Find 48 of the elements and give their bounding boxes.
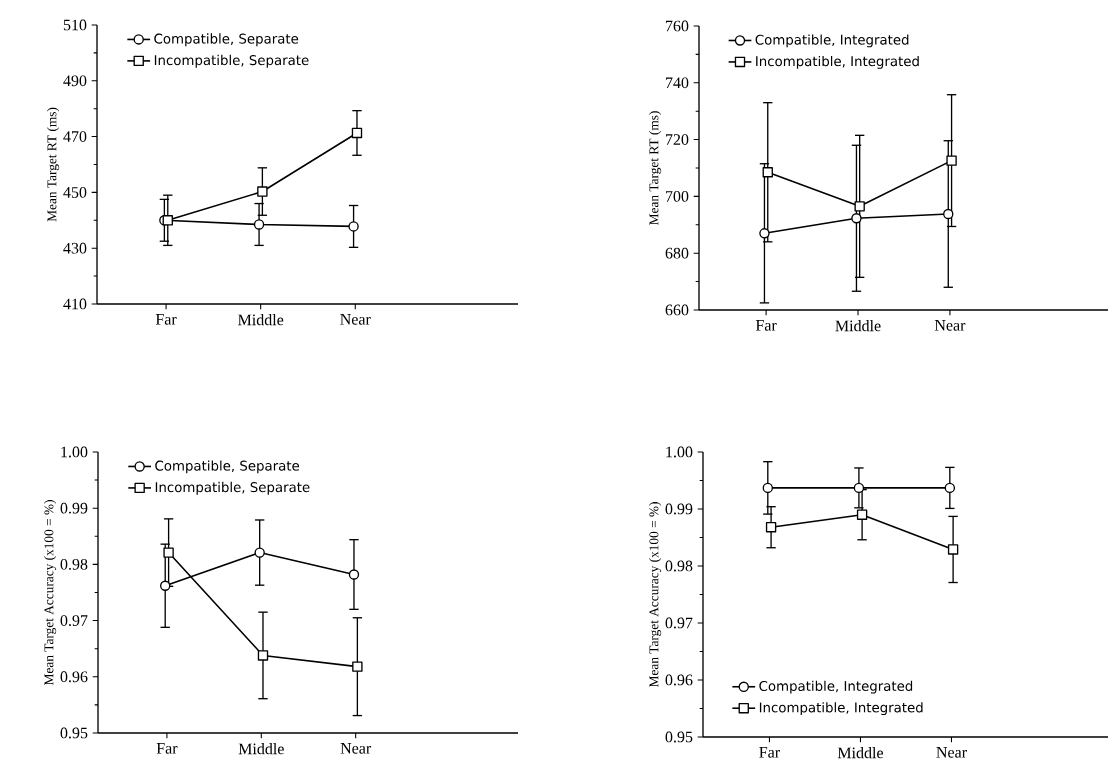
y-tick-label: 1.00 xyxy=(61,446,88,458)
x-tick-label: Middle xyxy=(835,320,881,332)
y-tick-label: 0.99 xyxy=(665,503,693,515)
y-tick-label: 430 xyxy=(63,242,87,254)
x-tick-label: Far xyxy=(759,747,780,758)
x-tick-label: Near xyxy=(340,743,372,754)
y-tick-label: 0.98 xyxy=(665,560,693,572)
y-tick-label: 450 xyxy=(63,186,87,198)
y-tick-label: 0.95 xyxy=(665,731,693,743)
y-tick-label: 410 xyxy=(63,298,87,310)
x-tick-label: Far xyxy=(755,320,777,331)
x-tick-label: Middle xyxy=(837,747,884,759)
y-tick-label: 0.96 xyxy=(665,674,693,686)
legend-label: Compatible, Separate xyxy=(155,460,300,474)
y-tick-label: 0.98 xyxy=(60,558,88,570)
legend-label: Incompatible, Separate xyxy=(155,481,310,495)
x-tick-label: Far xyxy=(155,314,177,325)
y-tick-label: 490 xyxy=(63,75,87,87)
y-tick-label: 0.97 xyxy=(60,615,88,627)
y-axis-title: Mean Target RT (ms) xyxy=(47,107,60,222)
y-tick-label: 0.99 xyxy=(60,502,88,514)
y-tick-label: 760 xyxy=(666,20,689,32)
y-tick-label: 470 xyxy=(63,131,87,142)
legend-label: Compatible, Integrated xyxy=(759,680,913,694)
legend-label: Incompatible, Separate xyxy=(154,54,309,68)
y-tick-label: 660 xyxy=(665,304,689,316)
y-tick-label: 510 xyxy=(63,19,87,31)
x-tick-label: Near xyxy=(340,314,371,325)
y-tick-label: 740 xyxy=(666,77,689,89)
x-tick-label: Near xyxy=(934,320,966,331)
y-axis-title: Mean Target Accuracy (x100 = %) xyxy=(44,500,57,686)
legend-label: Compatible, Separate xyxy=(154,33,299,47)
y-tick-label: 720 xyxy=(666,134,689,145)
y-axis-title: Mean Target RT (ms) xyxy=(649,111,662,225)
legend-label: Incompatible, Integrated xyxy=(759,702,923,716)
x-tick-label: Near xyxy=(936,747,967,758)
y-tick-label: 1.00 xyxy=(666,446,693,458)
y-tick-label: 680 xyxy=(665,247,689,259)
x-tick-label: Middle xyxy=(238,743,284,755)
y-tick-label: 700 xyxy=(666,190,689,202)
y-tick-label: 0.96 xyxy=(60,671,88,683)
legend-label: Compatible, Integrated xyxy=(755,34,909,48)
x-tick-label: Far xyxy=(156,743,178,754)
y-axis-title: Mean Target Accuracy (x100 = %) xyxy=(649,502,662,688)
y-tick-label: 0.95 xyxy=(60,727,88,739)
x-tick-label: Middle xyxy=(238,314,284,326)
legend-label: Incompatible, Integrated xyxy=(756,55,919,69)
y-tick-label: 0.97 xyxy=(665,617,693,629)
